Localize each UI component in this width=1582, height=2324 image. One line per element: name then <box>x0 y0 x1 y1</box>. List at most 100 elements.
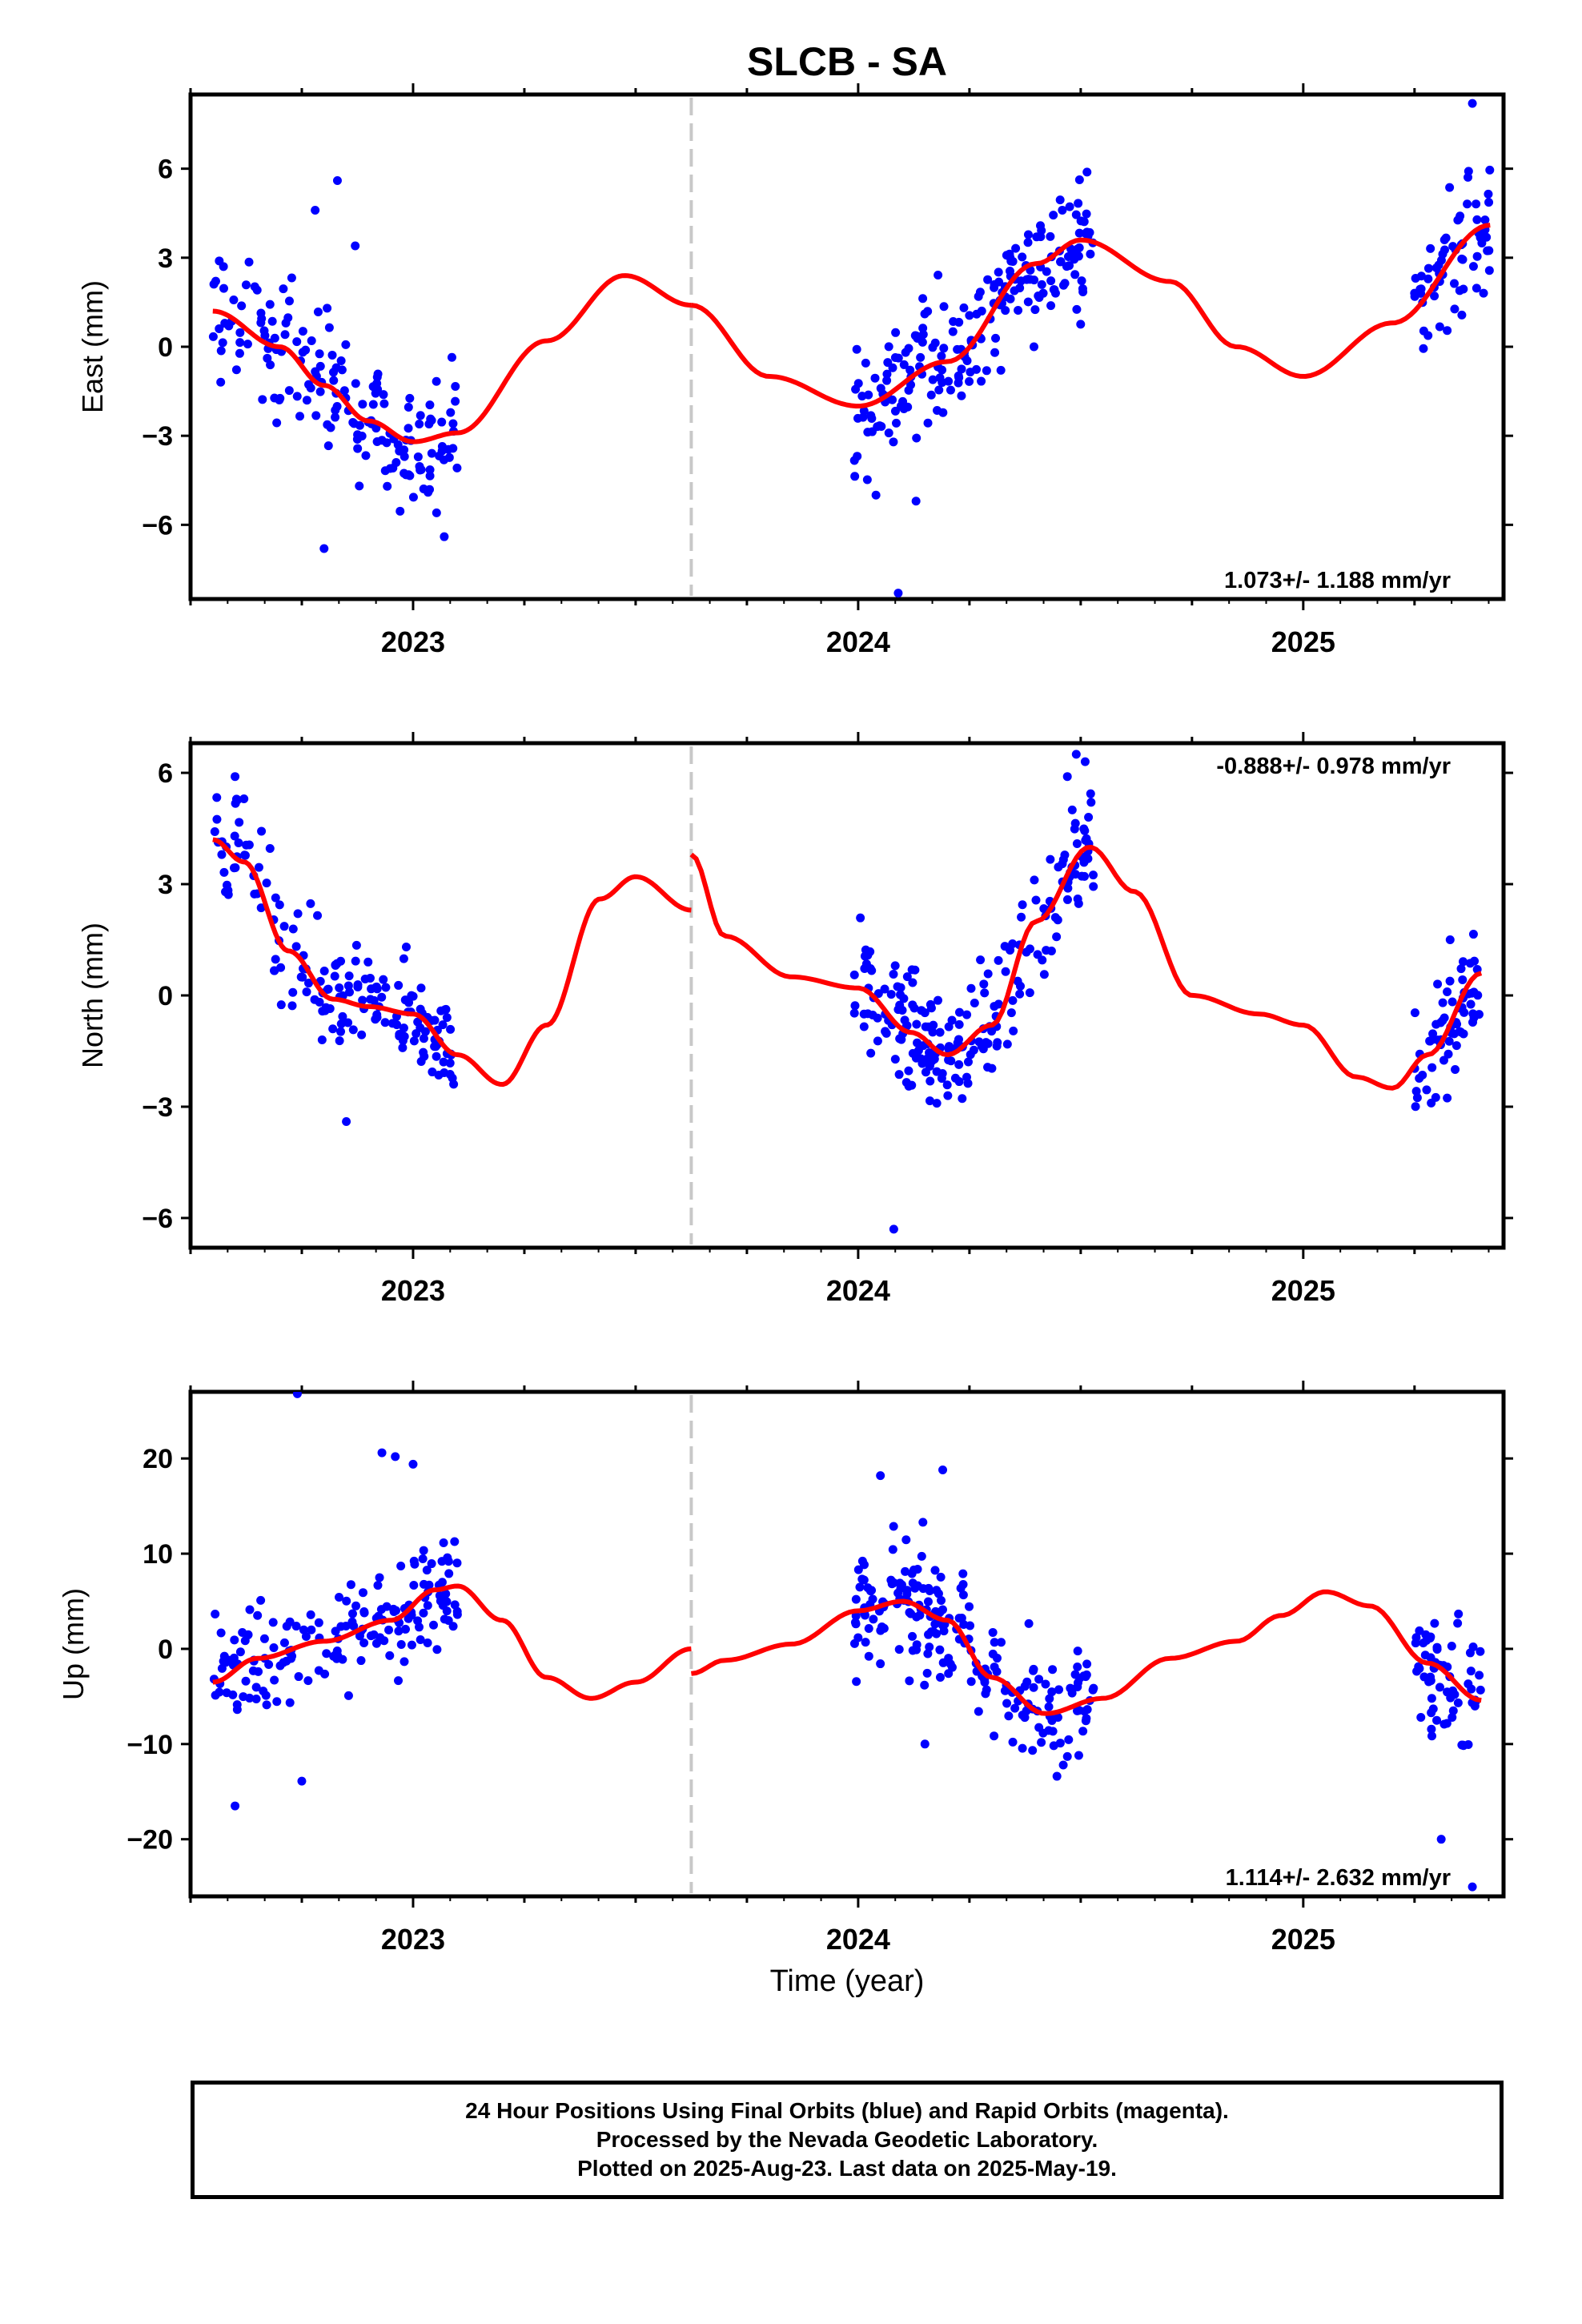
data-point <box>358 995 367 1005</box>
data-point <box>409 1581 419 1590</box>
panel-frame <box>188 1389 1506 1899</box>
data-point <box>850 472 860 481</box>
data-point <box>1018 252 1027 262</box>
data-point <box>920 309 930 319</box>
data-point <box>861 358 870 368</box>
data-point <box>1079 824 1089 834</box>
data-point <box>211 1610 220 1619</box>
data-point <box>901 1566 910 1576</box>
data-point <box>430 1042 440 1051</box>
data-point <box>311 411 321 420</box>
data-point <box>355 420 364 430</box>
data-point <box>336 1622 346 1631</box>
data-point <box>1045 1694 1054 1703</box>
data-point <box>1082 1670 1091 1679</box>
data-point <box>996 365 1006 375</box>
data-point <box>938 1658 948 1667</box>
data-point <box>231 365 241 375</box>
data-point <box>432 508 441 517</box>
data-point <box>904 1066 913 1076</box>
data-point <box>1457 310 1467 320</box>
data-point <box>1444 1036 1454 1046</box>
data-point <box>328 1024 338 1034</box>
data-point <box>850 1618 860 1627</box>
data-point <box>343 1018 353 1027</box>
data-point <box>384 1625 394 1634</box>
data-point <box>963 1079 973 1088</box>
data-point <box>938 1620 947 1630</box>
data-point <box>423 1601 432 1610</box>
data-point <box>267 316 277 326</box>
data-point <box>935 1027 945 1037</box>
data-point <box>295 412 305 421</box>
data-point <box>1445 976 1455 986</box>
data-point <box>1418 1070 1427 1080</box>
y-tick-label: −3 <box>142 1092 173 1123</box>
data-points <box>208 99 1495 598</box>
data-point <box>448 444 458 453</box>
data-point <box>1454 1609 1464 1618</box>
data-point <box>1410 1008 1419 1018</box>
data-point <box>889 1522 898 1531</box>
data-point <box>439 1057 448 1067</box>
data-point <box>1032 232 1042 242</box>
data-point-outlier <box>332 175 342 185</box>
data-point <box>284 296 294 306</box>
data-point <box>980 1678 990 1687</box>
data-point <box>888 1545 897 1554</box>
data-point <box>1423 331 1433 340</box>
data-point <box>288 987 298 997</box>
data-point <box>852 1677 861 1687</box>
data-point <box>1000 942 1010 951</box>
data-point <box>280 330 290 340</box>
data-point <box>905 365 915 375</box>
data-point <box>336 1027 346 1036</box>
data-point <box>1074 1751 1083 1760</box>
data-point <box>281 318 291 328</box>
data-point <box>306 899 315 908</box>
data-point <box>257 826 267 836</box>
data-point <box>1028 1746 1038 1755</box>
data-point-outlier <box>1080 757 1090 766</box>
data-point <box>1472 199 1481 209</box>
data-point <box>1430 292 1439 301</box>
data-point <box>1443 1687 1452 1697</box>
data-point <box>237 301 247 311</box>
data-point <box>1427 1063 1437 1072</box>
data-point <box>1018 900 1027 910</box>
data-point <box>271 893 280 903</box>
data-point <box>1022 1677 1032 1687</box>
data-point <box>876 384 885 393</box>
data-point <box>425 465 435 475</box>
y-tick-label: 6 <box>158 155 173 185</box>
data-point <box>934 385 944 395</box>
data-point <box>1432 1715 1442 1725</box>
data-point <box>241 280 251 290</box>
data-point <box>1469 987 1479 997</box>
data-point <box>216 1628 226 1638</box>
data-point <box>1441 233 1451 243</box>
data-point <box>351 379 360 388</box>
data-point <box>254 862 263 872</box>
data-point <box>1015 283 1025 293</box>
data-point <box>911 1053 921 1063</box>
data-points <box>209 1392 1485 1892</box>
data-point <box>1435 322 1444 332</box>
data-point <box>259 1634 269 1643</box>
data-point <box>1438 249 1447 259</box>
data-point <box>1423 274 1433 283</box>
data-point <box>229 295 239 304</box>
data-point <box>954 1007 964 1017</box>
data-point <box>1419 344 1428 353</box>
data-point-outlier <box>871 490 881 500</box>
data-point <box>1450 1690 1460 1699</box>
data-point <box>1037 1738 1046 1747</box>
data-point <box>918 324 928 333</box>
data-point <box>425 400 435 410</box>
data-point <box>219 867 229 877</box>
fit-curve <box>212 1583 692 1701</box>
data-point <box>328 368 338 377</box>
x-tick-label: 2025 <box>1271 625 1335 658</box>
y-tick-label: 0 <box>158 1634 173 1665</box>
data-point <box>363 957 373 967</box>
